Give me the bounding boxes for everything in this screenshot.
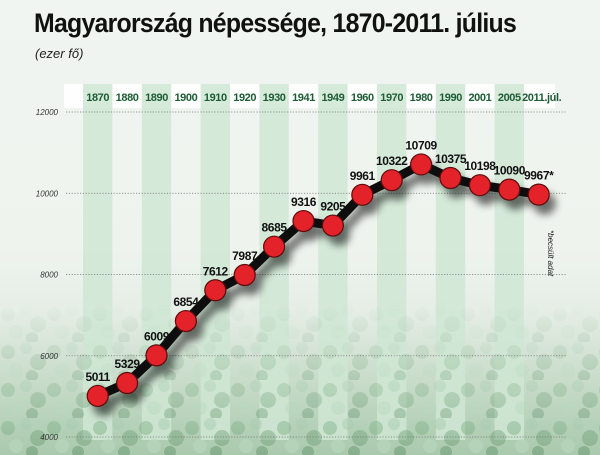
chart-subtitle: (ezer fő): [35, 46, 84, 61]
year-label: 1970: [380, 92, 403, 104]
year-label: 1870: [86, 92, 109, 104]
data-point-marker: [145, 344, 168, 367]
data-value-label: 8685: [262, 221, 288, 235]
data-point-marker: [115, 371, 139, 395]
data-value-label: 5011: [85, 370, 110, 384]
data-value-label: 9961: [350, 169, 376, 183]
data-value-label: 10709: [405, 138, 437, 152]
data-value-label: 7987: [232, 249, 258, 263]
y-tick-label: 8000: [40, 271, 58, 280]
y-tick-label: 4000: [40, 433, 58, 442]
data-value-label: 6009: [144, 329, 170, 343]
year-header-row: 1870 1880 1890 1900 1910 1920 1930 1941 1949 1960…: [86, 92, 562, 104]
crowd-background: [0, 300, 600, 455]
year-label: 1890: [145, 92, 168, 104]
data-point-marker: [263, 235, 286, 258]
year-label: 1930: [263, 92, 286, 104]
data-value-label: 5329: [115, 357, 141, 371]
year-label: 1960: [351, 92, 374, 104]
data-point-marker: [233, 263, 256, 287]
data-point-marker: [498, 178, 521, 201]
data-point-marker: [174, 309, 197, 333]
year-label: 2011.júl.: [522, 92, 562, 104]
data-point-marker: [380, 169, 403, 192]
data-point-marker: [527, 183, 550, 206]
year-label: 1910: [204, 92, 227, 104]
year-label: 1990: [439, 92, 462, 104]
data-point-marker: [351, 183, 374, 206]
year-label: 2001: [468, 92, 491, 104]
y-tick-label: 6000: [40, 352, 58, 361]
data-value-label: 6854: [173, 295, 199, 309]
y-tick-label: 10000: [36, 189, 59, 198]
data-value-label: 7612: [203, 264, 229, 278]
data-point-marker: [468, 174, 491, 197]
data-point-marker: [410, 153, 433, 176]
population-series: [86, 153, 550, 408]
data-point-marker: [86, 384, 109, 408]
data-point-marker: [204, 279, 227, 302]
data-value-label: 9316: [291, 195, 317, 209]
year-label: 1900: [174, 92, 197, 104]
year-label: 1949: [321, 92, 344, 104]
year-label: 2005: [498, 92, 521, 104]
chart-title: Magyarország népessége, 1870-2011. júliu…: [34, 8, 517, 38]
gridlines: 4000 6000 8000 10000 12000: [36, 108, 566, 442]
data-value-label: 9205: [320, 200, 346, 214]
data-point-marker: [439, 166, 462, 190]
data-point-marker: [321, 214, 344, 237]
year-label: 1980: [410, 92, 433, 104]
data-value-label: 10198: [464, 159, 496, 173]
data-value-label: 10090: [494, 164, 526, 178]
year-label: 1880: [116, 92, 139, 104]
data-point-marker: [292, 209, 315, 233]
data-value-label: 10375: [435, 152, 467, 166]
data-value-label: 9967*: [524, 169, 554, 183]
estimate-footnote: *becsült adat: [546, 230, 555, 277]
data-value-label: 10322: [376, 154, 408, 168]
year-label: 1941: [292, 92, 315, 104]
y-tick-label: 12000: [36, 108, 59, 117]
series-line: [93, 159, 544, 401]
year-label: 1920: [233, 92, 256, 104]
